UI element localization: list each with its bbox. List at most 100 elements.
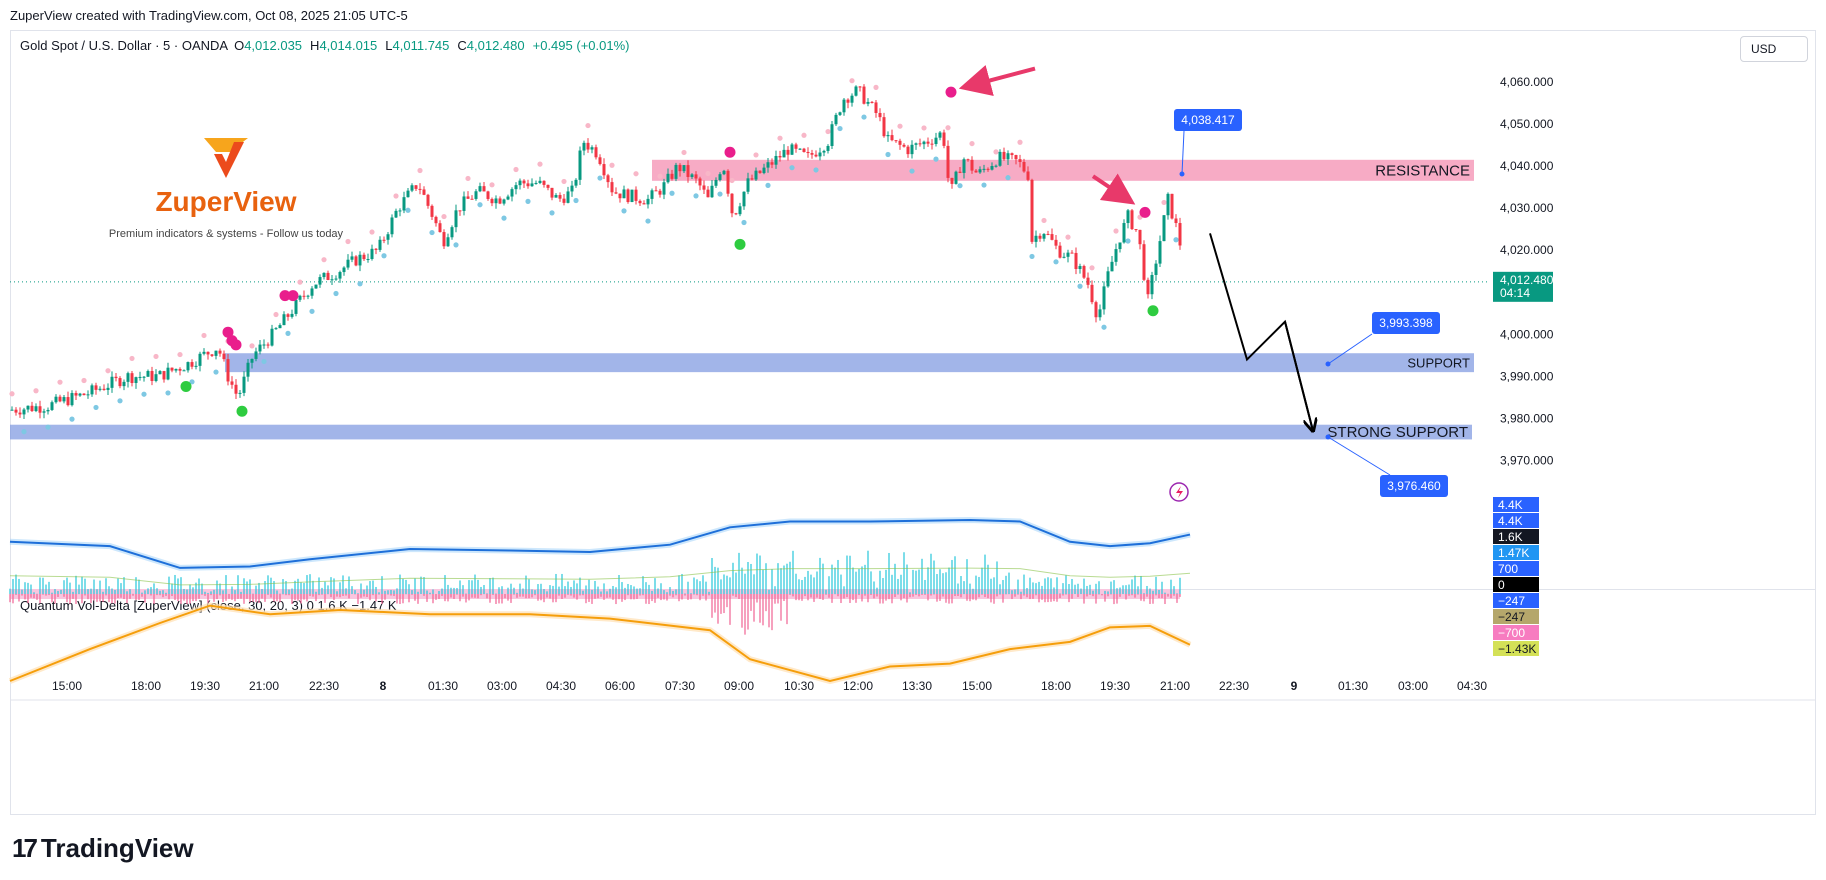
- candle: [902, 144, 906, 147]
- candle: [598, 157, 602, 165]
- candle: [178, 368, 182, 371]
- candle: [666, 173, 670, 183]
- indicator-axis-badge: [1493, 641, 1539, 656]
- x-tick-label: 07:30: [665, 679, 695, 693]
- trail-dot: [1005, 175, 1011, 181]
- chart-attribution: ZuperView created with TradingView.com, …: [10, 8, 408, 23]
- last-price-badge[interactable]: [1493, 271, 1553, 302]
- trail-dot: [309, 308, 315, 314]
- x-tick-label: 8: [380, 679, 387, 693]
- sell-signal-marker: [1139, 206, 1151, 218]
- callout-anchor: [1179, 171, 1185, 177]
- y-tick-label: 4,030.000: [1500, 201, 1554, 215]
- currency-button[interactable]: USD: [1740, 36, 1808, 62]
- candle: [626, 189, 630, 203]
- trail-dot: [729, 177, 735, 184]
- trail-dot: [561, 178, 567, 185]
- candle: [774, 155, 778, 165]
- price-callout-label: 3,976.460: [1387, 479, 1441, 493]
- candle: [258, 344, 262, 352]
- candle: [386, 234, 390, 240]
- callout-anchor: [1325, 361, 1331, 367]
- candle: [446, 237, 450, 247]
- trail-dot: [825, 128, 831, 135]
- x-tick-label: 01:30: [428, 679, 458, 693]
- candle: [42, 411, 46, 413]
- candle: [1170, 193, 1174, 219]
- trail-dot: [1101, 324, 1107, 330]
- candle: [30, 405, 34, 412]
- zone-support[interactable]: [225, 353, 1474, 373]
- candle: [238, 392, 242, 394]
- candle: [802, 148, 806, 152]
- trail-dot: [345, 238, 351, 245]
- candle: [350, 256, 354, 260]
- y-tick-label: 4,050.000: [1500, 117, 1554, 131]
- ohlc-change: +0.495 (+0.01%): [532, 38, 630, 53]
- candle: [154, 374, 158, 381]
- projection-path[interactable]: [1209, 233, 1314, 432]
- candle: [742, 191, 746, 207]
- candle: [550, 187, 554, 198]
- candle: [1094, 302, 1098, 318]
- candle: [542, 180, 546, 185]
- candle: [862, 86, 866, 104]
- candle: [90, 385, 94, 395]
- sell-signal-marker: [287, 290, 299, 302]
- trail-dot: [837, 125, 843, 132]
- candle: [106, 387, 110, 390]
- tradingview-logo[interactable]: 17 TradingView: [12, 833, 194, 864]
- x-tick-label: 18:00: [1041, 679, 1071, 693]
- brand-watermark: ZuperView Premium indicators & systems -…: [76, 136, 376, 240]
- candle: [686, 165, 690, 178]
- candle: [1038, 235, 1042, 239]
- candle: [534, 182, 538, 184]
- candle: [522, 180, 526, 184]
- trail-dot: [189, 379, 195, 385]
- trail-dot: [657, 173, 663, 179]
- trail-dot: [429, 229, 435, 236]
- sell-signal-marker: [222, 326, 234, 338]
- candle: [622, 189, 626, 199]
- trail-dot: [153, 353, 159, 360]
- candle: [358, 254, 362, 266]
- trail-dot: [885, 151, 891, 158]
- indicator-axis-badge: [1493, 577, 1539, 592]
- trail-dot: [297, 279, 303, 285]
- candle: [634, 189, 638, 201]
- trail-dot: [177, 351, 183, 358]
- candle: [658, 190, 662, 195]
- candle: [1098, 309, 1102, 318]
- candle: [650, 190, 654, 199]
- price-callout[interactable]: [1380, 475, 1448, 497]
- candle: [134, 377, 138, 383]
- price-callout[interactable]: [1174, 109, 1242, 131]
- symbol-legend[interactable]: Gold Spot / U.S. Dollar · 5 · OANDA O4,0…: [20, 38, 637, 53]
- candle: [318, 277, 322, 285]
- zone-strong-support[interactable]: [10, 424, 1472, 440]
- candle: [670, 173, 674, 179]
- candle: [762, 167, 766, 174]
- zone-resistance[interactable]: [652, 159, 1474, 181]
- alert-icon[interactable]: [1169, 482, 1189, 502]
- candle: [590, 147, 594, 150]
- candle: [462, 196, 466, 211]
- trail-dot: [741, 219, 747, 226]
- trail-dot: [573, 197, 579, 204]
- alert-bolt-icon: [1176, 486, 1183, 498]
- candle: [914, 143, 918, 145]
- candle: [790, 144, 794, 155]
- price-callout[interactable]: [1372, 312, 1440, 334]
- candle: [758, 170, 762, 174]
- candle: [502, 199, 506, 204]
- indicator-axis-label: −1.43K: [1498, 642, 1536, 656]
- x-tick-label: 19:30: [1100, 679, 1130, 693]
- candle: [510, 189, 514, 197]
- candle: [1014, 155, 1018, 160]
- candle: [262, 344, 266, 346]
- y-tick-label: 4,060.000: [1500, 75, 1554, 89]
- candle: [1106, 271, 1110, 287]
- candle: [214, 350, 218, 356]
- candle: [102, 388, 106, 390]
